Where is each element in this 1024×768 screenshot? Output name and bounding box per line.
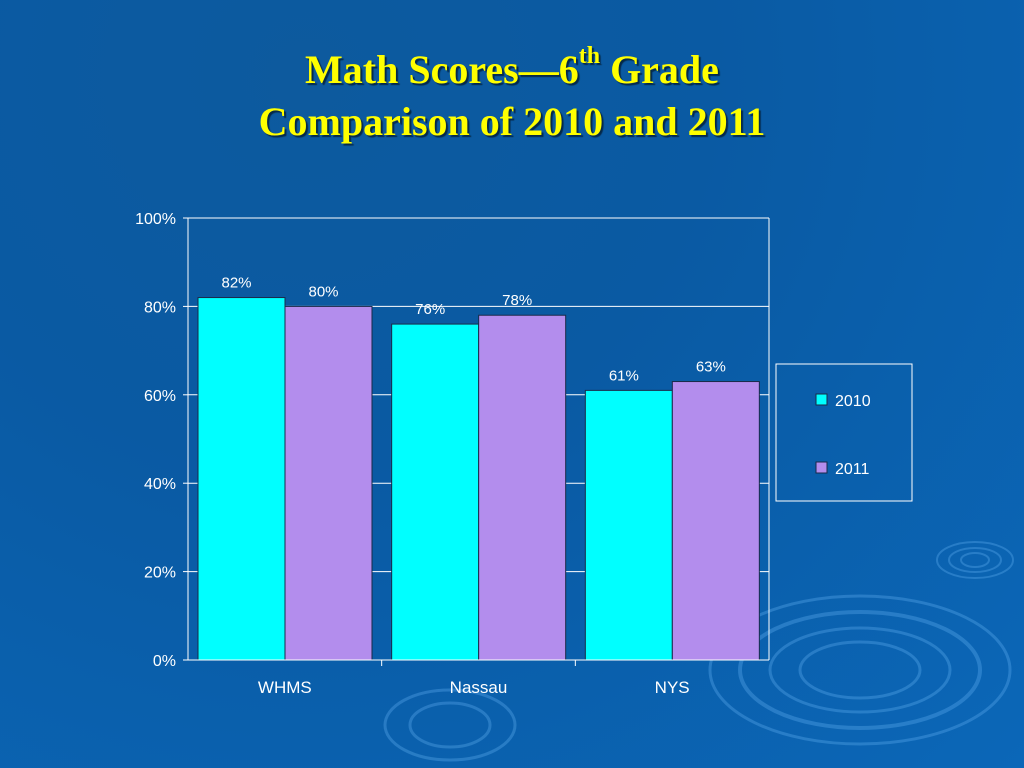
data-label: 78% [502, 292, 532, 309]
bar-2010-whms [197, 297, 286, 661]
data-label: 76% [415, 301, 445, 318]
legend-label-2010: 2010 [835, 393, 871, 410]
title-superscript: th [578, 42, 601, 69]
x-axis-tick-labels: WHMS Nassau NYS [258, 678, 690, 697]
bar-2011-nassau [478, 314, 567, 661]
ripple-small [936, 541, 1014, 579]
title-part-b: Grade [600, 47, 719, 92]
y-tick-label: 80% [144, 299, 176, 316]
y-axis-tick-labels: 0% 20% 40% 60% 80% 100% [135, 211, 176, 670]
legend-swatch-2011 [815, 461, 828, 474]
bar-2010-nassau [391, 323, 480, 661]
data-labels: 82% 80% 76% 78% 61% 63% [221, 275, 725, 385]
y-tick-label: 100% [135, 211, 176, 228]
data-label: 63% [696, 359, 726, 376]
x-tick-label: WHMS [258, 678, 312, 697]
title-grade-number: 6 [558, 47, 579, 92]
title-line-2: Comparison of 2010 and 2011 [258, 99, 766, 144]
y-tick-label: 20% [144, 565, 176, 582]
data-label: 82% [221, 275, 251, 292]
data-label: 80% [308, 283, 338, 300]
y-tick-label: 40% [144, 476, 176, 493]
x-tick-label: Nassau [450, 678, 508, 697]
data-label: 61% [609, 367, 639, 384]
ripple-large [708, 594, 1012, 746]
x-tick-label: NYS [655, 678, 690, 697]
ripple-bottom [383, 688, 517, 762]
bar-2011-nys [671, 381, 760, 661]
title-part-a: Math Scores— [305, 47, 559, 92]
bar-2010-nys [584, 389, 673, 661]
y-tick-label: 0% [153, 653, 176, 670]
legend: 2010 2011 [775, 363, 913, 502]
slide-title: Math Scores—6th Grade Comparison of 2010… [0, 44, 1024, 148]
y-tick-label: 60% [144, 388, 176, 405]
legend-label-2011: 2011 [835, 461, 870, 478]
legend-box [775, 363, 913, 502]
legend-swatch-2010 [815, 393, 828, 406]
plot-area-border [187, 218, 770, 661]
bars [197, 297, 760, 661]
title-line-1: Math Scores—6th Grade [0, 44, 1024, 96]
bar-2011-whms [284, 305, 373, 661]
